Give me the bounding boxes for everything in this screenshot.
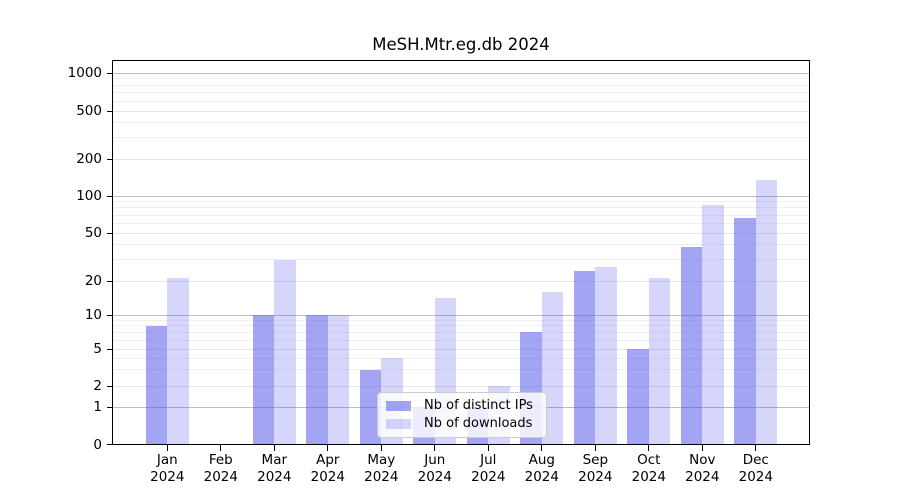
x-axis-tick xyxy=(541,445,543,451)
plot-area-frame xyxy=(112,60,810,445)
gridline xyxy=(113,325,809,327)
chart-title: MeSH.Mtr.eg.db 2024 xyxy=(372,35,550,54)
legend: Nb of distinct IPs Nb of downloads xyxy=(377,392,547,438)
x-tick-label: May 2024 xyxy=(364,452,399,485)
legend-row-distinct-ips: Nb of distinct IPs xyxy=(386,398,538,414)
gridline xyxy=(113,195,809,197)
gridline xyxy=(113,78,809,80)
y-axis-tick xyxy=(107,158,113,160)
y-tick-label: 10 xyxy=(84,307,102,323)
x-tick-label: Sep 2024 xyxy=(578,452,613,485)
y-axis-tick xyxy=(107,348,113,350)
legend-swatch-distinct-ips xyxy=(386,401,411,411)
y-tick-label: 5 xyxy=(93,341,102,357)
bar-downloads xyxy=(595,267,617,445)
y-tick-label: 1 xyxy=(93,399,102,415)
bar-distinct-ips xyxy=(145,325,168,445)
y-tick-label: 1000 xyxy=(67,65,102,81)
x-tick-label: Dec 2024 xyxy=(738,452,773,485)
bar-distinct-ips xyxy=(734,218,756,445)
x-axis-tick xyxy=(273,445,275,451)
bar-distinct-ips xyxy=(252,315,275,445)
bar-downloads xyxy=(167,278,189,445)
y-axis-tick xyxy=(107,444,113,446)
gridline xyxy=(113,137,809,139)
bar-downloads xyxy=(702,204,724,445)
bar-distinct-ips xyxy=(306,315,328,445)
legend-label-downloads: Nb of downloads xyxy=(424,416,533,431)
bar-downloads xyxy=(755,179,778,445)
x-axis-tick xyxy=(701,445,703,451)
y-tick-label: 200 xyxy=(76,151,102,167)
gridline xyxy=(113,339,809,341)
gridline xyxy=(113,84,809,86)
gridline xyxy=(113,122,809,124)
legend-label-distinct-ips: Nb of distinct IPs xyxy=(424,398,533,413)
x-tick-label: Aug 2024 xyxy=(524,452,559,485)
gridline xyxy=(113,222,809,224)
gridline xyxy=(113,259,809,261)
gridline xyxy=(113,92,809,94)
bar-downloads xyxy=(327,315,350,445)
x-axis-tick xyxy=(487,445,489,451)
bar-downloads xyxy=(541,291,564,445)
x-axis-tick xyxy=(755,445,757,451)
gridline xyxy=(113,348,809,350)
gridline xyxy=(113,244,809,246)
x-axis-tick xyxy=(648,445,650,451)
gridline xyxy=(113,201,809,203)
bar-distinct-ips xyxy=(573,271,596,445)
x-tick-label: Jun 2024 xyxy=(417,452,452,485)
y-axis-tick xyxy=(107,195,113,197)
gridline xyxy=(113,158,809,160)
y-axis-tick xyxy=(107,232,113,234)
y-axis-tick xyxy=(107,385,113,387)
gridline xyxy=(113,110,809,112)
x-axis-tick xyxy=(434,445,436,451)
gridline xyxy=(113,369,809,371)
x-tick-label: Apr 2024 xyxy=(310,452,345,485)
bar-distinct-ips xyxy=(627,349,649,445)
x-tick-label: Oct 2024 xyxy=(631,452,666,485)
gridline xyxy=(113,314,809,316)
gridline xyxy=(113,207,809,209)
gridline xyxy=(113,232,809,234)
y-axis-tick xyxy=(107,72,113,74)
y-tick-label: 500 xyxy=(76,103,102,119)
x-axis-tick xyxy=(380,445,382,451)
y-axis-tick xyxy=(107,406,113,408)
y-axis-tick xyxy=(107,280,113,282)
gridline xyxy=(113,100,809,102)
gridline xyxy=(113,385,809,387)
y-tick-label: 20 xyxy=(84,273,102,289)
x-tick-label: Jul 2024 xyxy=(471,452,506,485)
bar-distinct-ips xyxy=(680,247,703,445)
y-tick-label: 100 xyxy=(76,188,102,204)
gridline xyxy=(113,280,809,282)
gridline xyxy=(113,72,809,74)
y-tick-label: 50 xyxy=(84,225,102,241)
gridline xyxy=(113,331,809,333)
legend-row-downloads: Nb of downloads xyxy=(386,416,538,432)
x-tick-label: Feb 2024 xyxy=(203,452,238,485)
bar-distinct-ips xyxy=(359,369,382,445)
legend-swatch-downloads xyxy=(386,419,411,429)
x-tick-label: Mar 2024 xyxy=(257,452,292,485)
bar-downloads xyxy=(648,278,671,445)
gridline xyxy=(113,357,809,359)
x-axis-tick xyxy=(594,445,596,451)
bar-downloads xyxy=(274,259,296,445)
gridline xyxy=(113,214,809,216)
x-axis-tick xyxy=(166,445,168,451)
x-tick-label: Nov 2024 xyxy=(685,452,720,485)
x-axis-tick xyxy=(327,445,329,451)
x-axis-tick xyxy=(220,445,222,451)
y-tick-label: 2 xyxy=(93,378,102,394)
y-tick-label: 0 xyxy=(93,436,102,453)
gridline xyxy=(113,319,809,321)
y-axis-tick xyxy=(107,314,113,316)
x-tick-label: Jan 2024 xyxy=(150,452,185,485)
y-axis-tick xyxy=(107,110,113,112)
